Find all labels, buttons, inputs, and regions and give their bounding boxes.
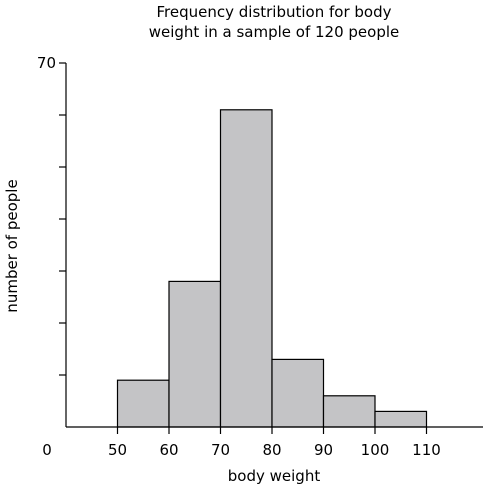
histogram-bar-60-70 (168, 280, 222, 428)
x-tick-label-110: 110 (412, 441, 441, 459)
bars-group (116, 109, 428, 428)
x-tick-label-100: 100 (361, 441, 390, 459)
x-tick-label-50: 50 (108, 441, 127, 459)
x-origin-label: 0 (42, 441, 52, 459)
chart-title-line-1: Frequency distribution for body (157, 3, 392, 21)
histogram-bar-70-80 (219, 109, 273, 428)
histogram-bar-100-110 (374, 410, 428, 428)
histogram-bar-90-100 (322, 395, 376, 428)
x-tick-label-90: 90 (314, 441, 333, 459)
x-axis-label: body weight (228, 467, 321, 485)
x-tick-label-70: 70 (211, 441, 230, 459)
histogram-bar-50-60 (116, 379, 170, 428)
y-ticks-group: 70 (37, 54, 66, 376)
x-tick-label-80: 80 (262, 441, 281, 459)
x-ticks-group: 50 60 70 80 90 100 110 (108, 427, 441, 459)
chart-title-line-2: weight in a sample of 120 people (149, 23, 400, 41)
y-tick-label-70: 70 (37, 54, 56, 72)
histogram-bar-80-90 (271, 358, 325, 428)
y-axis-label: number of people (3, 179, 21, 312)
x-tick-label-60: 60 (159, 441, 178, 459)
